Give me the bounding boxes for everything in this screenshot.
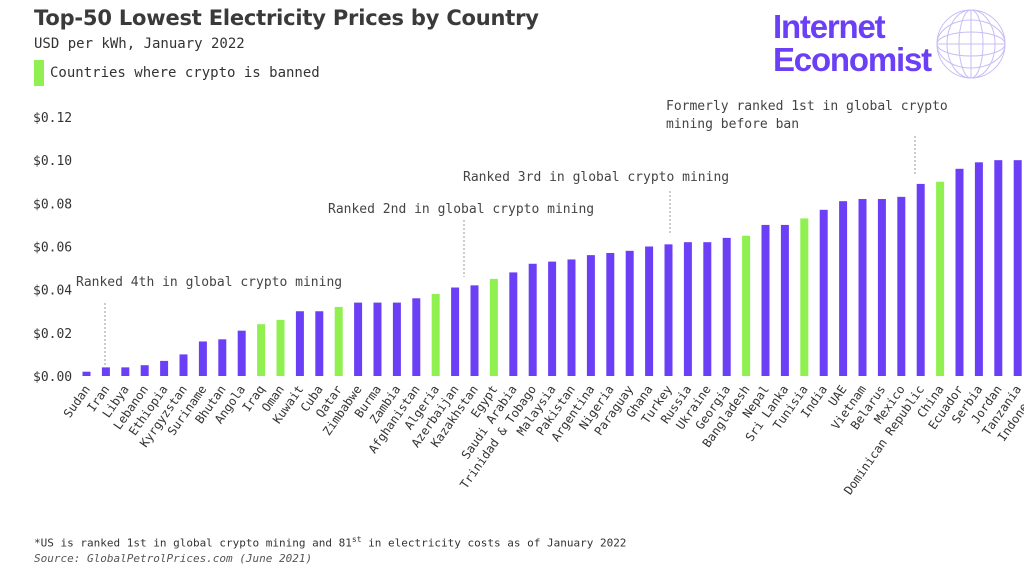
bar-iraq — [257, 324, 266, 376]
y-tick-label: $0.08 — [33, 197, 72, 212]
legend-swatch-banned — [34, 60, 44, 86]
globe-icon — [936, 9, 1006, 79]
bar-malaysia — [548, 261, 557, 376]
y-tick-label: $0.12 — [33, 111, 72, 126]
x-axis-labels: SudanIranLibyaLebanonEthiopiaKyrgyzstanS… — [61, 383, 1024, 498]
bar-kuwait — [295, 311, 304, 376]
bar-zambia — [392, 302, 401, 376]
legend-label-banned: Countries where crypto is banned — [50, 65, 320, 81]
bar-sudan — [82, 371, 91, 376]
bar-tanzania — [1013, 160, 1022, 376]
source-note: Source: GlobalPetrolPrices.com (June 202… — [34, 552, 313, 565]
y-tick-label: $0.10 — [33, 154, 72, 169]
bar-argentina — [586, 255, 595, 376]
bar-egypt — [489, 278, 498, 376]
bar-ethiopia — [160, 360, 169, 376]
bar-azerbaijan — [451, 287, 460, 376]
footnote-text-start: *US is ranked 1st in global crypto minin… — [34, 536, 352, 550]
y-tick-label: $0.04 — [33, 284, 72, 299]
bar-ukraine — [703, 242, 712, 376]
bar-kazakhstan — [470, 285, 479, 376]
footnote-text-end: in electricity costs as of January 2022 — [361, 536, 627, 550]
bar-iran — [101, 367, 110, 376]
bar-vietnam — [858, 199, 867, 376]
brand-logo: Internet Economist — [773, 8, 932, 78]
bar-uae — [839, 201, 848, 376]
brand-line-2: Economist — [773, 41, 932, 78]
bar-burma — [373, 302, 382, 376]
annotation-text-kazakhstan: Ranked 2nd in global crypto mining — [328, 202, 594, 217]
bars — [82, 160, 1022, 376]
bar-paraguay — [625, 250, 634, 376]
bar-bangladesh — [742, 235, 751, 376]
bar-dominican-republic — [916, 183, 925, 376]
bar-oman — [276, 319, 285, 376]
legend: Countries where crypto is banned — [34, 60, 320, 86]
y-tick-label: $0.00 — [33, 370, 72, 385]
bar-angola — [237, 330, 246, 376]
annotations: Ranked 4th in global crypto mining Ranked… — [76, 99, 948, 365]
annotation-text-kyrgyzstan: Ranked 4th in global crypto mining — [76, 275, 342, 290]
chart-subtitle: USD per kWh, January 2022 — [34, 36, 245, 52]
bar-pakistan — [567, 259, 576, 376]
bar-libya — [121, 367, 130, 376]
bar-mexico — [897, 196, 906, 376]
y-tick-label: $0.06 — [33, 241, 72, 256]
bar-algeria — [431, 293, 440, 376]
bar-china — [936, 181, 945, 376]
bar-lebanon — [140, 365, 149, 376]
bar-tunisia — [800, 218, 809, 376]
brand-line-1: Internet — [773, 8, 886, 45]
bar-bhutan — [218, 339, 227, 376]
y-axis: $0.00 $0.02 $0.04 $0.06 $0.08 $0.10 $0.12 — [33, 111, 72, 385]
bar-saudi-arabia — [509, 272, 518, 376]
bar-sri-lanka — [780, 224, 789, 376]
bar-qatar — [334, 306, 343, 376]
bar-belarus — [877, 199, 886, 376]
footnote: *US is ranked 1st in global crypto minin… — [34, 535, 626, 550]
bar-ghana — [645, 246, 654, 376]
bar-serbia — [974, 162, 983, 376]
annotation-text-russia: Ranked 3rd in global crypto mining — [463, 170, 729, 185]
bar-nigeria — [606, 252, 615, 376]
bar-ecuador — [955, 168, 964, 376]
bar-suriname — [198, 341, 207, 376]
bar-jordan — [994, 160, 1003, 376]
bar-georgia — [722, 237, 731, 376]
chart-title: Top-50 Lowest Electricity Prices by Coun… — [34, 6, 539, 30]
bar-trinidad-tobago — [528, 263, 537, 376]
bar-afghanistan — [412, 298, 421, 376]
annotation-text-china: Formerly ranked 1st in global crypto — [666, 99, 948, 114]
bar-russia — [683, 242, 692, 376]
bar-turkey — [664, 244, 673, 376]
bar-zimbabwe — [354, 302, 363, 376]
y-tick-label: $0.02 — [33, 327, 72, 342]
bar-kyrgyzstan — [179, 354, 188, 376]
bar-cuba — [315, 311, 324, 376]
footnote-superscript: st — [351, 535, 362, 544]
bar-nepal — [761, 224, 770, 376]
bar-india — [819, 209, 828, 376]
annotation-text-china: mining before ban — [666, 117, 799, 132]
